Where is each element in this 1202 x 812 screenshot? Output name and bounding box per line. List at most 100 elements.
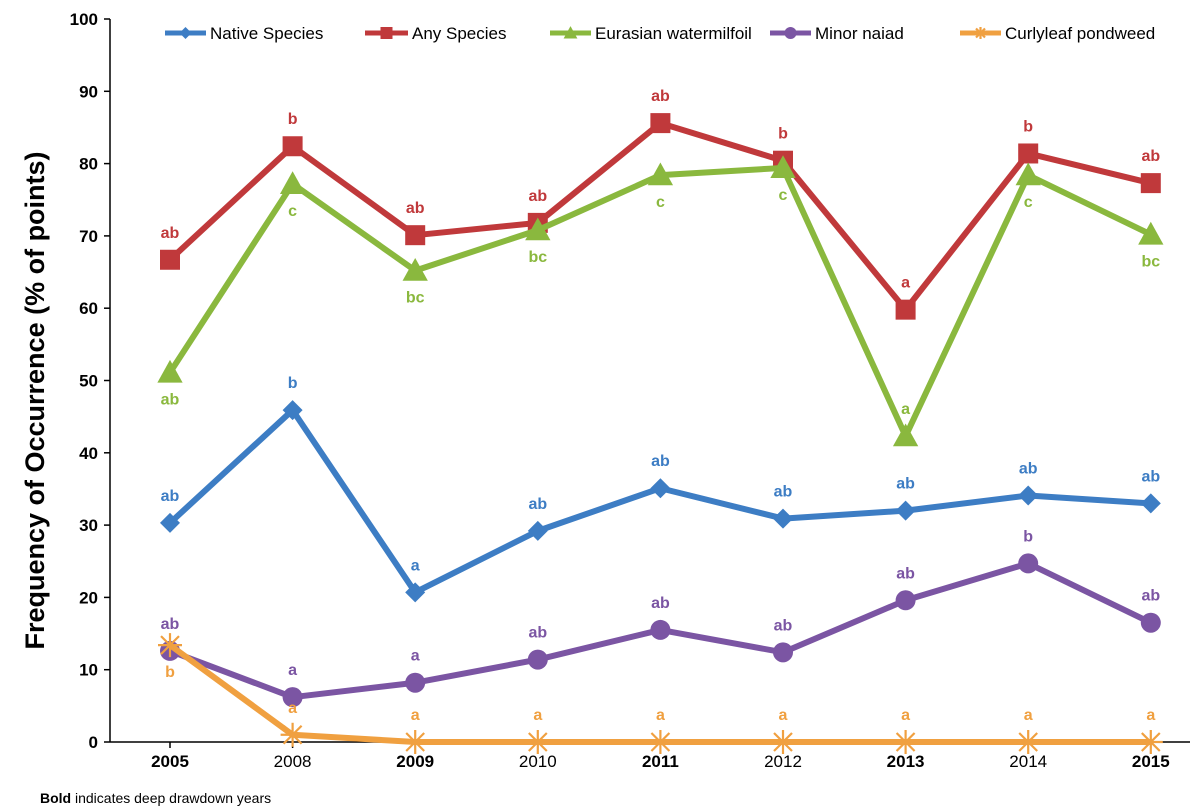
significance-label: ab — [1141, 468, 1160, 485]
y-tick-label: 70 — [79, 227, 98, 246]
star-stroke — [650, 732, 671, 752]
significance-label: b — [165, 664, 175, 681]
star-stroke — [282, 724, 303, 745]
x-tick-label: 2010 — [519, 752, 557, 771]
data-point — [1138, 221, 1164, 245]
significance-label: ab — [161, 616, 180, 633]
legend-label: Any Species — [412, 24, 507, 43]
star-stroke — [160, 635, 180, 655]
significance-label: a — [901, 275, 910, 292]
data-point — [648, 730, 673, 754]
y-tick-label: 50 — [79, 372, 98, 391]
significance-label: c — [656, 194, 665, 211]
data-point — [282, 136, 303, 157]
data-point — [405, 582, 426, 603]
y-tick-label: 30 — [79, 516, 98, 535]
legend-item: Curlyleaf pondweed — [960, 24, 1155, 43]
x-tick-label: 2009 — [396, 752, 434, 771]
significance-label: a — [533, 707, 542, 724]
significance-label: bc — [1141, 253, 1160, 270]
significance-label: ab — [651, 88, 670, 105]
significance-label: a — [1024, 707, 1033, 724]
star-stroke — [975, 27, 986, 39]
data-point — [282, 400, 303, 421]
significance-label: c — [288, 203, 297, 220]
significance-label: ab — [1141, 148, 1160, 165]
data-point — [650, 478, 671, 499]
significance-label: b — [778, 126, 788, 143]
significance-label: ab — [896, 565, 915, 582]
legend: Native Species Any Species Eurasian waterm… — [165, 24, 1155, 43]
significance-label: bc — [528, 249, 547, 266]
significance-label: ab — [896, 476, 915, 493]
significance-label: ab — [1019, 460, 1038, 477]
significance-label: c — [779, 187, 788, 204]
x-tick-label: 2013 — [887, 752, 925, 771]
y-tick-label: 100 — [70, 10, 98, 29]
legend-label: Eurasian watermilfoil — [595, 24, 752, 43]
significance-label: ab — [528, 188, 547, 205]
significance-label: a — [901, 707, 910, 724]
significance-label: c — [1024, 194, 1033, 211]
legend-item: Native Species — [165, 24, 323, 43]
significance-label: bc — [406, 290, 425, 307]
data-point — [1140, 173, 1161, 194]
data-point — [527, 649, 548, 670]
legend-swatch-marker — [974, 27, 987, 39]
data-point — [403, 730, 428, 754]
y-axis-label: Frequency of Occurrence (% of points) — [20, 151, 50, 649]
data-point — [647, 162, 674, 186]
data-point — [282, 687, 303, 708]
data-point — [279, 171, 306, 194]
data-point — [160, 512, 180, 533]
series-eurasian-watermilfoil: ab c bc bc c c a c bc — [157, 155, 1164, 447]
data-point — [1018, 143, 1039, 164]
significance-label: ab — [651, 453, 670, 470]
legend-item: Minor naiad — [770, 24, 904, 43]
data-point — [895, 299, 916, 320]
x-tick-label: 2015 — [1132, 752, 1170, 771]
star-stroke — [528, 732, 548, 752]
data-point — [773, 508, 793, 529]
y-tick-label: 80 — [79, 155, 98, 174]
x-tick-label: 2008 — [274, 752, 312, 771]
series-line — [167, 120, 1154, 313]
footnote-text: indicates deep drawdown years — [71, 790, 272, 806]
significance-label: a — [656, 707, 665, 724]
data-point — [1018, 485, 1039, 506]
data-point — [158, 633, 182, 658]
significance-label: ab — [528, 625, 547, 642]
data-point — [525, 730, 550, 754]
significance-label: ab — [774, 484, 793, 501]
data-point — [650, 619, 671, 640]
significance-label: ab — [161, 488, 180, 505]
significance-label: a — [779, 707, 788, 724]
data-point — [895, 500, 916, 521]
significance-label: a — [411, 648, 420, 665]
data-point — [527, 520, 548, 541]
legend-label: Native Species — [210, 24, 323, 43]
star-stroke — [1141, 732, 1161, 752]
star-stroke — [1018, 732, 1038, 752]
star-stroke — [405, 732, 425, 752]
line-chart: 0 10 20 30 40 50 60 70 80 90 100 2005 2008 2009 2010 20… — [20, 10, 1190, 771]
significance-label: a — [411, 707, 420, 724]
data-point — [1018, 553, 1039, 574]
legend-swatch-marker — [380, 27, 393, 39]
y-tick-label: 20 — [79, 588, 98, 607]
legend-label: Curlyleaf pondweed — [1005, 24, 1155, 43]
x-tick-label: 2005 — [151, 752, 189, 771]
star-stroke — [773, 732, 793, 752]
data-point — [773, 642, 793, 663]
legend-label: Minor naiad — [815, 24, 904, 43]
series-line — [167, 407, 1154, 596]
y-tick-label: 40 — [79, 444, 98, 463]
significance-label: a — [288, 700, 297, 717]
significance-label: ab — [161, 225, 180, 242]
legend-swatch-marker — [784, 27, 797, 39]
y-tick-label: 60 — [79, 299, 98, 318]
series-curlyleaf-pondweed: b a a a a a a a a — [158, 633, 1163, 754]
significance-label: ab — [651, 595, 670, 612]
data-point — [402, 257, 428, 281]
